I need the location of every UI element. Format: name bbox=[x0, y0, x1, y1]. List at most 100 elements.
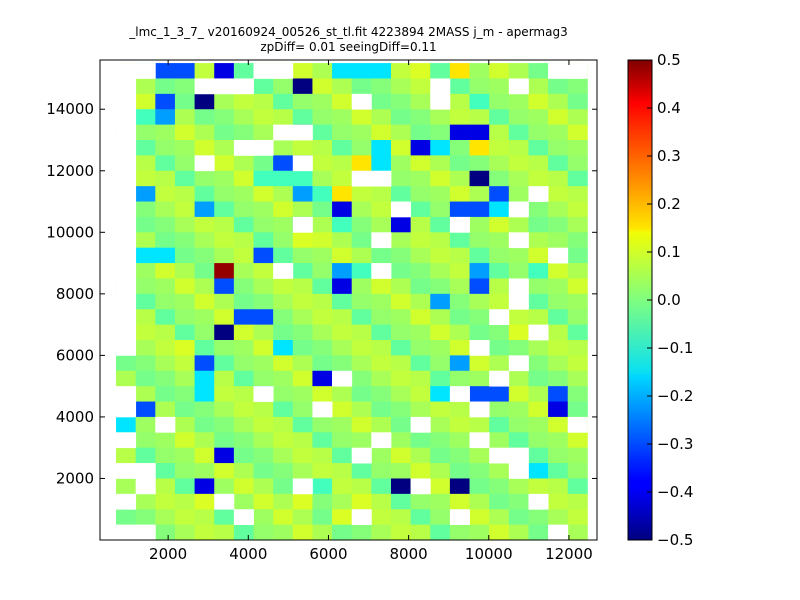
heatmap-cell bbox=[567, 263, 588, 279]
heatmap-cell bbox=[332, 355, 353, 372]
heatmap-cell bbox=[410, 386, 431, 402]
heatmap-cell bbox=[155, 278, 176, 295]
heatmap-cell bbox=[135, 140, 156, 156]
heatmap-cell bbox=[410, 232, 431, 249]
heatmap-cell bbox=[174, 416, 195, 433]
heatmap-cell bbox=[174, 186, 195, 202]
heatmap-cell bbox=[371, 278, 392, 295]
heatmap-cell bbox=[469, 309, 490, 326]
empty-cell bbox=[371, 170, 392, 187]
heatmap-cell bbox=[449, 201, 470, 218]
empty-cell bbox=[410, 416, 431, 433]
heatmap-cell bbox=[371, 355, 392, 372]
heatmap-cell bbox=[332, 186, 353, 202]
heatmap-cell bbox=[135, 216, 156, 233]
heatmap-cell bbox=[135, 370, 156, 387]
x-tick-label: 2000 bbox=[149, 545, 187, 563]
heatmap-cell bbox=[469, 247, 490, 264]
heatmap-cell bbox=[292, 416, 313, 433]
heatmap-cell bbox=[292, 201, 313, 218]
heatmap-cell bbox=[567, 401, 588, 418]
empty-cell bbox=[528, 493, 549, 510]
heatmap-cell bbox=[528, 293, 549, 310]
heatmap-cell bbox=[508, 140, 529, 156]
heatmap-cell bbox=[135, 447, 156, 464]
heatmap-cell bbox=[332, 63, 353, 79]
heatmap-cell bbox=[489, 63, 510, 79]
heatmap-cell bbox=[410, 247, 431, 264]
heatmap-cell bbox=[194, 493, 215, 510]
empty-cell bbox=[371, 263, 392, 279]
heatmap-cell bbox=[489, 78, 510, 95]
heatmap-cell bbox=[528, 247, 549, 264]
heatmap-cell bbox=[567, 278, 588, 295]
heatmap-cell bbox=[449, 93, 470, 110]
heatmap-cell bbox=[371, 324, 392, 341]
heatmap-cell bbox=[155, 293, 176, 310]
heatmap-cell bbox=[528, 463, 549, 479]
heatmap-cell bbox=[567, 293, 588, 310]
heatmap-cell bbox=[292, 293, 313, 310]
heatmap-cell bbox=[332, 78, 353, 95]
heatmap-cell bbox=[292, 186, 313, 202]
heatmap-cell bbox=[390, 247, 412, 264]
heatmap-cell bbox=[548, 186, 569, 202]
heatmap-cell bbox=[233, 201, 254, 218]
heatmap-cell bbox=[508, 109, 529, 126]
heatmap-cell bbox=[312, 324, 333, 341]
heatmap-cell bbox=[430, 140, 451, 156]
heatmap-cell bbox=[567, 463, 588, 479]
empty-cell bbox=[116, 170, 137, 187]
heatmap-cell bbox=[449, 447, 470, 464]
empty-cell bbox=[430, 93, 451, 110]
heatmap-cell bbox=[174, 293, 195, 310]
heatmap-cell bbox=[371, 509, 392, 526]
empty-cell bbox=[116, 63, 137, 79]
heatmap-cell bbox=[489, 232, 510, 249]
heatmap-cell bbox=[253, 155, 274, 172]
heatmap-cell bbox=[528, 155, 549, 172]
heatmap-cell bbox=[155, 355, 176, 372]
heatmap-cell bbox=[528, 340, 549, 356]
y-tick-label: 2000 bbox=[56, 469, 94, 487]
heatmap-cell bbox=[312, 509, 333, 526]
heatmap-cell bbox=[332, 478, 353, 495]
heatmap-cell bbox=[155, 78, 176, 95]
heatmap-cell bbox=[390, 509, 412, 526]
heatmap-cell bbox=[390, 493, 412, 510]
heatmap-cell bbox=[273, 447, 294, 464]
heatmap-cell bbox=[214, 186, 235, 202]
heatmap-cell bbox=[194, 201, 215, 218]
heatmap-cell bbox=[194, 186, 215, 202]
heatmap-cell bbox=[410, 493, 431, 510]
heatmap-cell bbox=[135, 186, 156, 202]
empty-cell bbox=[312, 401, 333, 418]
heatmap-cell bbox=[332, 309, 353, 326]
heatmap-cell bbox=[233, 386, 254, 402]
heatmap-cell bbox=[273, 293, 294, 310]
heatmap-cell bbox=[528, 355, 549, 372]
heatmap-cell bbox=[528, 370, 549, 387]
heatmap-cell bbox=[273, 109, 294, 126]
heatmap-cell bbox=[155, 140, 176, 156]
heatmap-cell bbox=[390, 416, 412, 433]
heatmap-cell bbox=[410, 124, 431, 141]
heatmap-cell bbox=[312, 293, 333, 310]
heatmap-cell bbox=[214, 478, 235, 495]
heatmap-cell bbox=[332, 93, 353, 110]
heatmap-cell bbox=[410, 340, 431, 356]
heatmap-cell bbox=[489, 355, 510, 372]
heatmap-cell bbox=[155, 524, 176, 540]
heatmap-cell bbox=[233, 263, 254, 279]
heatmap-cell bbox=[351, 247, 372, 264]
heatmap-cell bbox=[469, 293, 490, 310]
empty-cell bbox=[489, 370, 510, 387]
heatmap-cell bbox=[489, 186, 510, 202]
heatmap-cell bbox=[430, 355, 451, 372]
heatmap-cell bbox=[371, 140, 392, 156]
heatmap-cell bbox=[508, 401, 529, 418]
heatmap-cell bbox=[174, 93, 195, 110]
heatmap-cell bbox=[292, 93, 313, 110]
heatmap-cell bbox=[155, 201, 176, 218]
heatmap-cell bbox=[312, 370, 333, 387]
